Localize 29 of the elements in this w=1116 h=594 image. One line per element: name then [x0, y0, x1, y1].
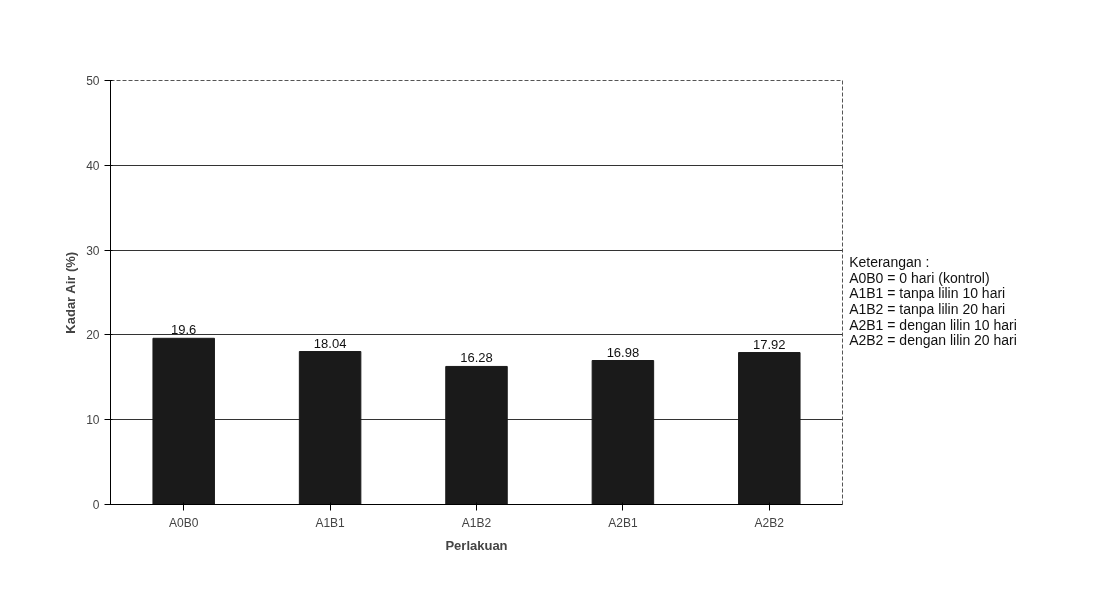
y-tick-label: 0 — [92, 498, 100, 512]
y-tick-label: 40 — [86, 158, 100, 173]
text: A2B1 = dengan lilin 10 hari — [849, 316, 1017, 333]
bar — [152, 337, 215, 505]
bar — [591, 360, 655, 505]
bar — [445, 365, 508, 505]
bar — [738, 352, 801, 505]
y-axis-title: Kadar Air (%) — [63, 251, 79, 334]
data-label: 18.04 — [313, 335, 347, 351]
text: Keterangan : — [849, 253, 930, 270]
bar — [298, 351, 362, 505]
data-label: 16.28 — [460, 350, 493, 366]
data-label: 19.6 — [171, 322, 197, 338]
y-tick-label: 10 — [86, 413, 100, 428]
x-tick-label: A1B2 — [461, 515, 492, 530]
y-tick-label: 50 — [86, 74, 100, 88]
text: A0B0 = 0 hari (kontrol) — [849, 269, 990, 286]
data-label: 16.98 — [606, 344, 640, 360]
y-tick-label: 20 — [86, 328, 100, 343]
text: A1B2 = tanpa lilin 20 hari — [849, 300, 1006, 317]
x-tick-label: A1B1 — [315, 515, 346, 530]
x-tick-label: A2B1 — [608, 515, 638, 530]
data-label: 17.92 — [753, 336, 786, 352]
text: A1B1 = tanpa lilin 10 hari — [849, 285, 1006, 302]
x-axis-title: Perlakuan — [445, 537, 508, 553]
x-tick-label: A0B0 — [169, 515, 199, 530]
text: A2B2 = dengan lilin 20 hari — [849, 332, 1017, 349]
y-tick-label: 30 — [86, 243, 100, 258]
x-tick-label: A2B2 — [754, 515, 785, 530]
